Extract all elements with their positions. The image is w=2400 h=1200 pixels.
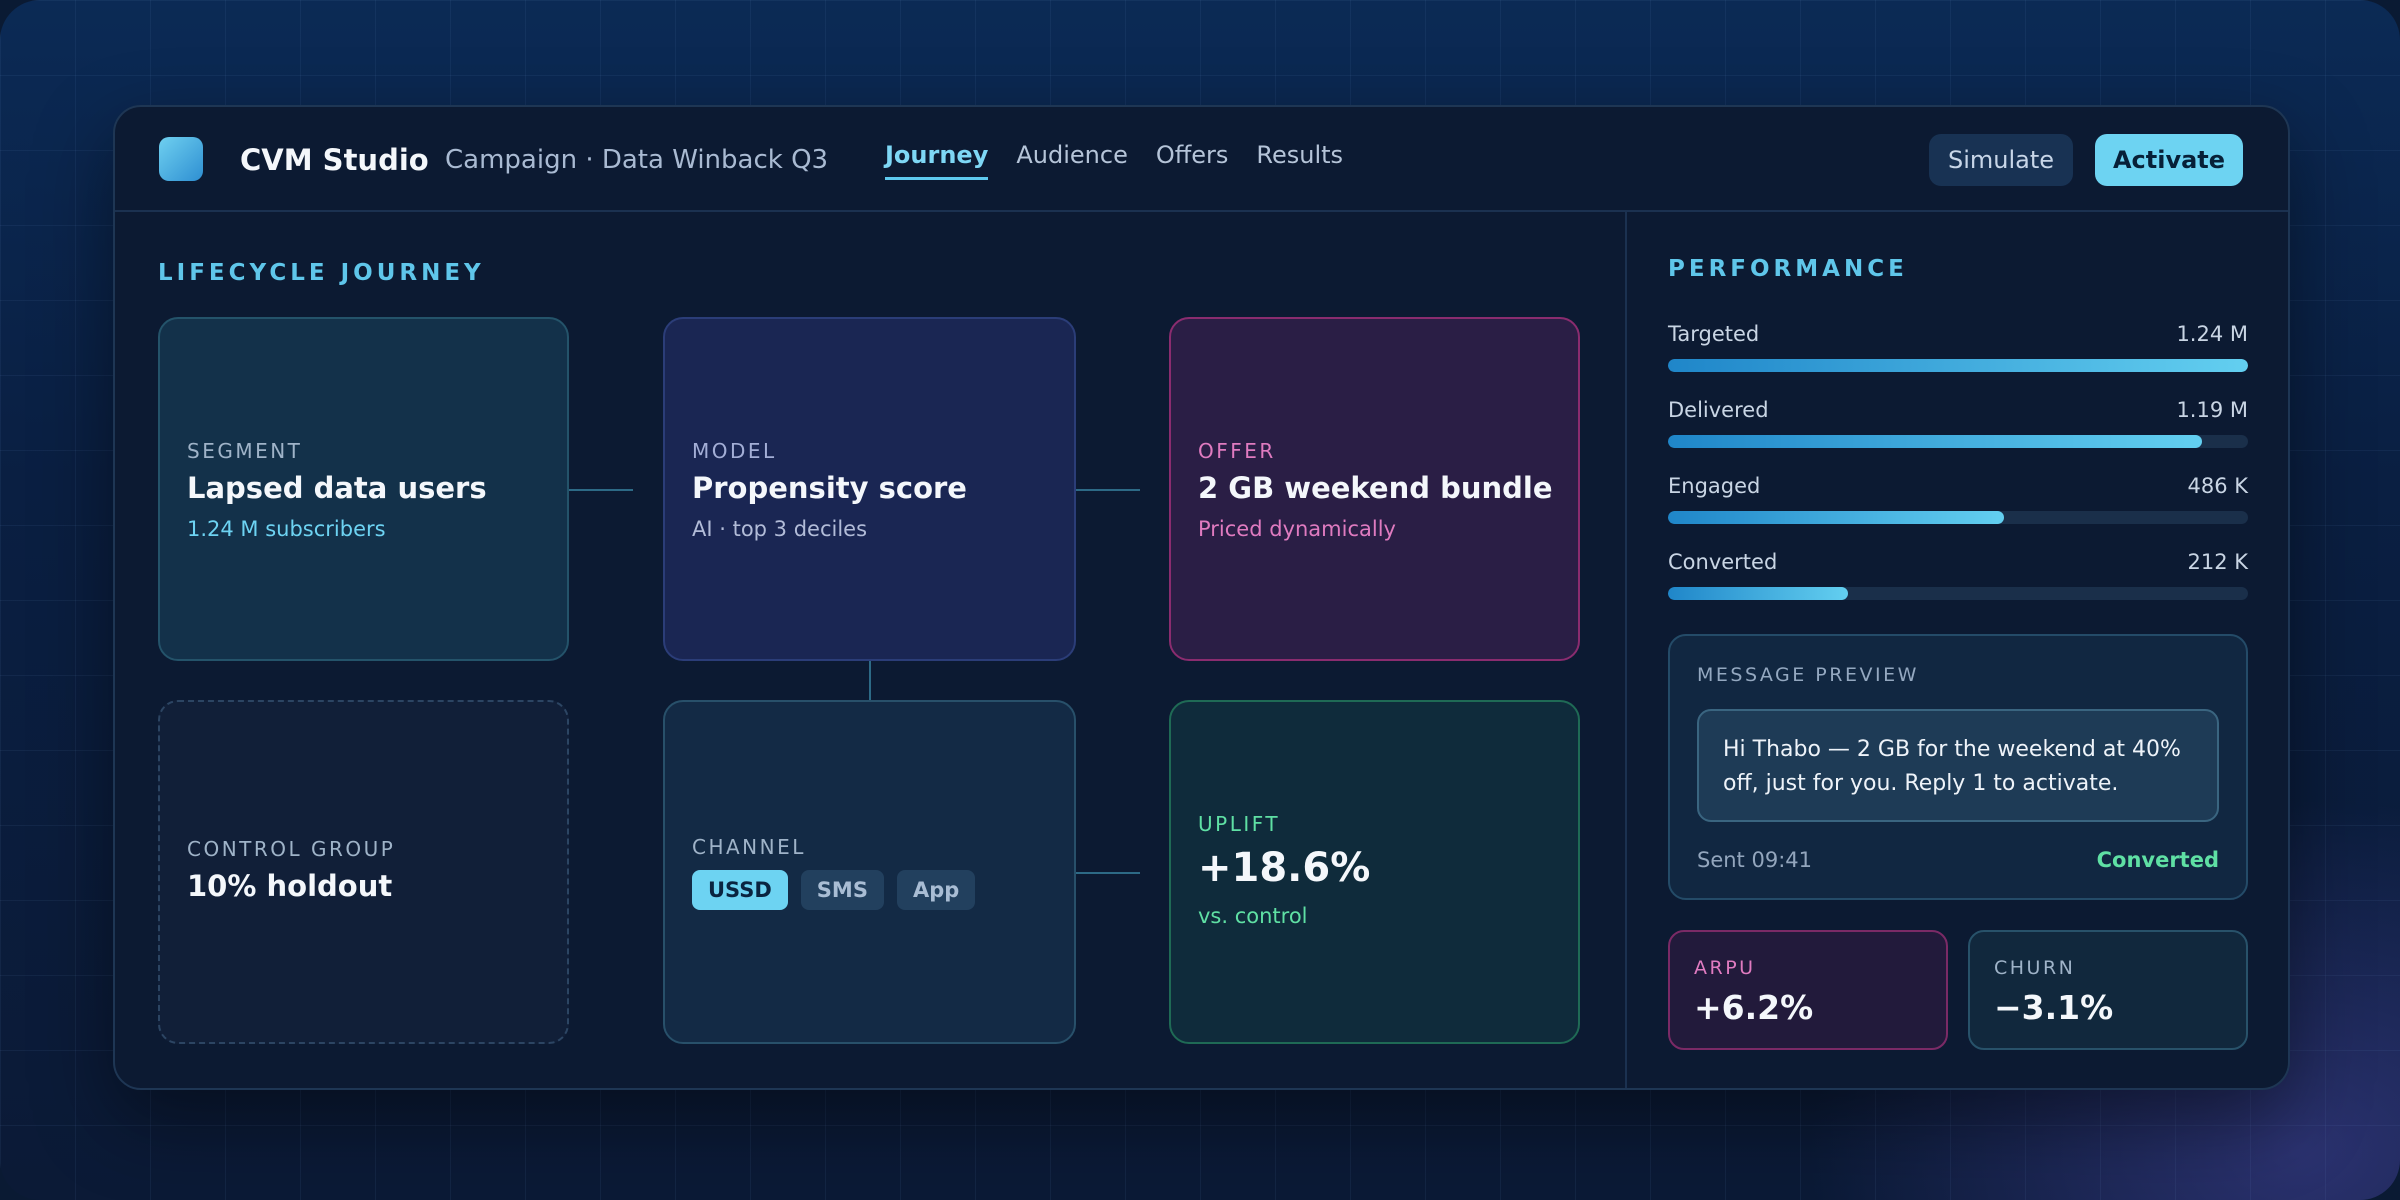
tab-audience[interactable]: Audience xyxy=(1016,141,1128,169)
tab-results[interactable]: Results xyxy=(1256,141,1344,169)
message-preview-card: MESSAGE PREVIEW Hi Thabo — 2 GB for the … xyxy=(1668,634,2248,900)
simulate-button[interactable]: Simulate xyxy=(1929,134,2073,186)
segment-kicker: SEGMENT xyxy=(187,439,303,463)
campaign-breadcrumb: Campaign · Data Winback Q3 xyxy=(445,145,829,175)
message-bubble: Hi Thabo — 2 GB for the weekend at 40% o… xyxy=(1697,709,2219,822)
channel-kicker: CHANNEL xyxy=(692,835,806,859)
uplift-comparison: vs. control xyxy=(1198,904,1308,928)
uplift-kicker: UPLIFT xyxy=(1198,812,1281,836)
metric-converted-label: Converted xyxy=(1668,550,1778,574)
control-title: 10% holdout xyxy=(187,869,393,903)
metric-engaged-bar-fill xyxy=(1668,511,2005,524)
offer-kicker: OFFER xyxy=(1198,439,1276,463)
arpu-label: ARPU xyxy=(1694,957,1756,979)
panel-divider xyxy=(1625,210,1627,1088)
channel-chip-sms[interactable]: SMS xyxy=(800,870,884,910)
activate-button[interactable]: Activate xyxy=(2095,134,2243,186)
app-window: CVM Studio Campaign · Data Winback Q3 Jo… xyxy=(113,105,2290,1090)
app-logo-icon xyxy=(159,137,203,181)
metric-converted-value: 212 K xyxy=(2187,550,2248,574)
control-group-card[interactable]: CONTROL GROUP 10% holdout xyxy=(158,700,569,1044)
channel-chips: USSD SMS App xyxy=(692,870,976,910)
churn-label: CHURN xyxy=(1994,957,2076,979)
segment-title: Lapsed data users xyxy=(187,471,487,505)
offer-pricing: Priced dynamically xyxy=(1198,517,1396,541)
uplift-card[interactable]: UPLIFT +18.6% vs. control xyxy=(1169,700,1580,1044)
connector-model-channel xyxy=(869,661,871,700)
nav-tabs: Journey Audience Offers Results xyxy=(885,141,1371,180)
arpu-kpi-card: ARPU +6.2% xyxy=(1668,930,1948,1050)
channel-chip-app[interactable]: App xyxy=(896,870,976,910)
message-preview-kicker: MESSAGE PREVIEW xyxy=(1697,664,1919,686)
segment-card[interactable]: SEGMENT Lapsed data users 1.24 M subscri… xyxy=(158,317,569,661)
model-card[interactable]: MODEL Propensity score AI · top 3 decile… xyxy=(663,317,1076,661)
connector-channel-uplift xyxy=(1076,872,1140,874)
journey-section-title: LIFECYCLE JOURNEY xyxy=(158,260,485,286)
metric-engaged-value: 486 K xyxy=(2187,474,2248,498)
segment-subscribers: 1.24 M subscribers xyxy=(187,517,386,541)
connector-model-offer xyxy=(1076,489,1140,491)
uplift-value: +18.6% xyxy=(1198,845,1371,891)
churn-value: −3.1% xyxy=(1994,988,2114,1027)
connector-segment-model xyxy=(569,489,633,491)
offer-title: 2 GB weekend bundle xyxy=(1198,471,1553,505)
top-bar: CVM Studio Campaign · Data Winback Q3 Jo… xyxy=(115,107,2288,212)
arpu-value: +6.2% xyxy=(1694,988,1814,1027)
model-kicker: MODEL xyxy=(692,439,777,463)
control-kicker: CONTROL GROUP xyxy=(187,837,396,861)
metric-delivered-bar-fill xyxy=(1668,435,2202,448)
metric-converted-bar-fill xyxy=(1668,587,1848,600)
metric-delivered-value: 1.19 M xyxy=(2176,398,2248,422)
tab-journey[interactable]: Journey xyxy=(885,141,989,180)
performance-section-title: PERFORMANCE xyxy=(1668,256,1908,282)
metric-targeted-bar xyxy=(1668,359,2248,372)
churn-kpi-card: CHURN −3.1% xyxy=(1968,930,2248,1050)
tab-offers[interactable]: Offers xyxy=(1155,141,1229,169)
channel-card[interactable]: CHANNEL USSD SMS App xyxy=(663,700,1076,1044)
metric-delivered-label: Delivered xyxy=(1668,398,1769,422)
metric-engaged-bar xyxy=(1668,511,2248,524)
message-sent-time: Sent 09:41 xyxy=(1697,848,1812,872)
app-name: CVM Studio xyxy=(240,143,429,177)
model-title: Propensity score xyxy=(692,471,967,505)
metric-delivered-bar xyxy=(1668,435,2248,448)
metric-converted-bar xyxy=(1668,587,2248,600)
message-status-badge: Converted xyxy=(2096,848,2219,872)
metric-targeted-label: Targeted xyxy=(1668,322,1760,346)
metric-targeted-bar-fill xyxy=(1668,359,2248,372)
offer-card[interactable]: OFFER 2 GB weekend bundle Priced dynamic… xyxy=(1169,317,1580,661)
channel-chip-ussd[interactable]: USSD xyxy=(692,870,788,910)
metric-engaged-label: Engaged xyxy=(1668,474,1761,498)
model-detail: AI · top 3 deciles xyxy=(692,517,868,541)
metric-targeted-value: 1.24 M xyxy=(2176,322,2248,346)
